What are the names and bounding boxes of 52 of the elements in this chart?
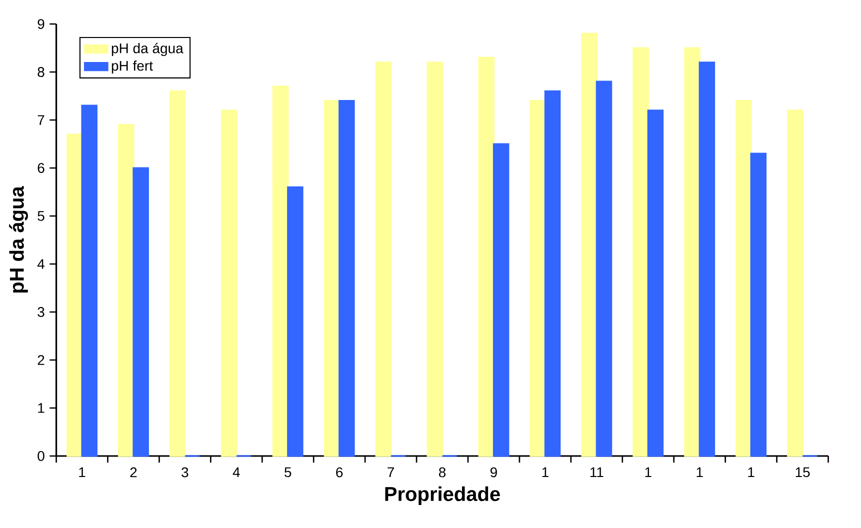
bar	[81, 104, 98, 457]
x-tick-label: 11	[590, 467, 604, 477]
y-tick-label: 3	[38, 307, 44, 317]
bar	[684, 47, 700, 457]
x-tick-label: 1	[748, 467, 754, 477]
bar	[375, 62, 392, 457]
x-tick-label: 1	[79, 467, 86, 477]
legend-label: pH fert	[112, 60, 153, 74]
y-tick-label: 9	[38, 19, 44, 29]
x-tick-label: 2	[130, 467, 137, 478]
bar	[581, 32, 598, 457]
bar	[287, 186, 304, 457]
bar	[492, 143, 510, 457]
y-tick-label: 7	[38, 115, 44, 125]
y-tick-label: 6	[38, 163, 44, 173]
x-tick-label: 15	[796, 467, 810, 478]
x-tick-label: 1	[696, 467, 703, 477]
x-tick-label: 6	[336, 467, 343, 478]
y-tick-label: 0	[38, 451, 44, 461]
y-tick-label: 5	[38, 211, 44, 221]
bar	[118, 124, 134, 457]
bar	[736, 100, 752, 457]
bar	[132, 167, 149, 457]
bar	[787, 110, 804, 457]
y-tick-label: 1	[38, 403, 44, 413]
bar	[530, 100, 546, 457]
y-tick-label: 4	[37, 259, 44, 269]
x-tick-label: 1	[645, 467, 652, 477]
bar	[750, 152, 767, 457]
bar	[478, 56, 495, 457]
x-tick-label: 3	[182, 467, 188, 478]
y-tick-label: 8	[38, 67, 44, 77]
bar	[220, 110, 238, 457]
x-tick-label: 5	[284, 467, 292, 478]
bar	[544, 90, 561, 457]
bar	[647, 110, 664, 457]
y-axis-title: pH da água	[9, 186, 28, 293]
bar	[169, 90, 186, 457]
bar	[632, 47, 649, 457]
x-tick-label: 9	[490, 467, 497, 478]
bar	[596, 80, 612, 457]
x-tick-label: 7	[388, 467, 394, 477]
y-tick-label: 2	[38, 355, 44, 365]
bar	[338, 100, 355, 457]
x-tick-label: 8	[438, 467, 446, 478]
x-axis-title: Propriedade	[385, 486, 500, 506]
x-tick-label: 4	[232, 467, 240, 477]
bar	[698, 62, 716, 457]
x-tick-label: 1	[542, 467, 548, 477]
legend-label: pH da água	[112, 42, 184, 56]
bar	[426, 62, 444, 457]
bar	[272, 86, 289, 457]
